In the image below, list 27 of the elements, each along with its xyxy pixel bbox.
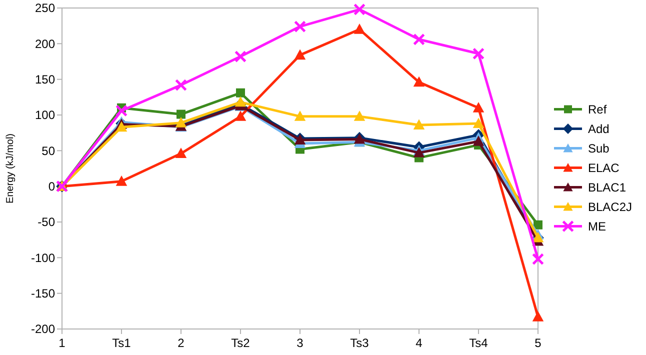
y-tick-label: 100	[34, 108, 56, 122]
y-tick-label: -50	[38, 215, 56, 230]
x-tick-label: 1	[58, 336, 66, 350]
y-tick-label: -200	[30, 322, 56, 336]
legend-label: BLAC2J	[588, 200, 632, 214]
x-tick-label: 3	[296, 336, 304, 350]
y-axis-title: Energy (kJ/mol)	[5, 133, 16, 204]
legend-label: Add	[588, 122, 610, 136]
x-tick-label: Ts2	[231, 336, 250, 350]
legend-label: BLAC1	[588, 180, 626, 194]
y-tick-label: 50	[42, 144, 56, 158]
legend-label: Ref	[588, 102, 608, 116]
legend-label: ME	[588, 219, 606, 234]
x-tick-label: Ts1	[112, 336, 132, 350]
legend-label: ELAC	[588, 160, 620, 175]
x-tick-label: 5	[534, 336, 542, 350]
y-tick-label: 250	[34, 1, 56, 16]
legend-label: Sub	[588, 141, 610, 156]
x-tick-label: Ts3	[350, 336, 370, 350]
y-tick-label: 200	[34, 36, 56, 51]
x-tick-label: 2	[178, 336, 185, 350]
y-tick-label: -100	[30, 250, 56, 265]
x-tick-label: 4	[416, 336, 423, 350]
y-tick-label: -150	[30, 286, 56, 301]
y-tick-label: 0	[48, 180, 56, 194]
y-tick-label: 150	[34, 72, 56, 87]
x-tick-label: Ts4	[469, 336, 488, 350]
